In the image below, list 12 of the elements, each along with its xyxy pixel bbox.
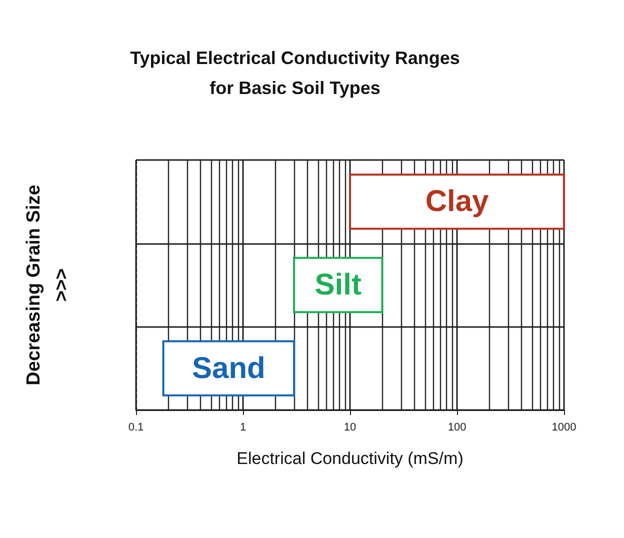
x-tick-label: 10: [344, 422, 356, 434]
x-tick-label: 100: [448, 422, 466, 434]
chart-title: Typical Electrical Conductivity Ranges for Basic Soil Types: [130, 48, 460, 98]
bar: [349, 174, 565, 230]
y-axis-title: Decreasing Grain Size >>>: [24, 184, 72, 386]
x-tick-label: 0.1: [128, 422, 144, 434]
y-tick-label: Clay: [425, 185, 489, 218]
y-tick-label: Silt: [314, 268, 362, 302]
x-tick-label: 1000: [552, 422, 576, 434]
x-axis-title: Electrical Conductivity (mS/m): [236, 449, 464, 468]
y-tick-label: Sand: [192, 352, 266, 385]
x-tick-label: 1: [240, 422, 246, 434]
